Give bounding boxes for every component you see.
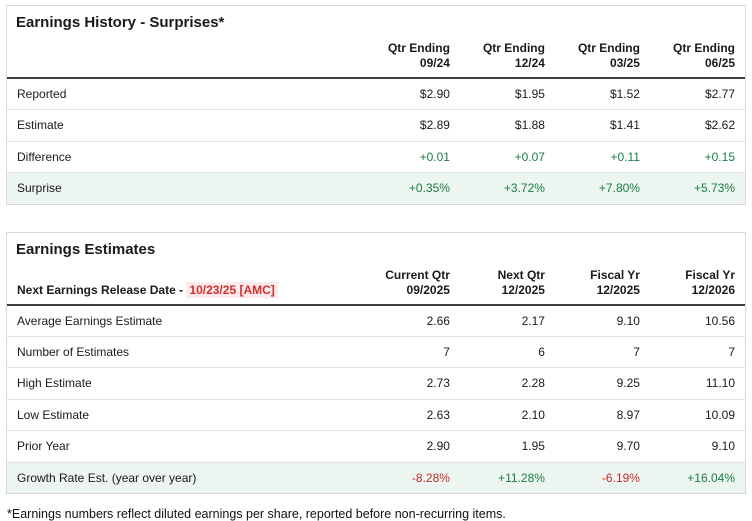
- table-row-prior-year: Prior Year 2.90 1.95 9.70 9.10: [7, 430, 745, 463]
- cell-value: $1.88: [459, 109, 555, 142]
- cell-value: $1.95: [514, 87, 545, 101]
- cell-value: 9.70: [554, 430, 650, 463]
- table-row-low-estimate: Low Estimate 2.63 2.10 8.97 10.09: [7, 398, 745, 431]
- cell-value: +0.11: [554, 140, 650, 173]
- cell-value: 2.10: [459, 398, 555, 431]
- table-row-growth-rate-est: Growth Rate Est. (year over year) -8.28%…: [7, 461, 745, 493]
- earnings-estimates-table: Next Earnings Release Date - 10/23/25 [A…: [7, 264, 745, 493]
- table-header-row: Next Earnings Release Date - 10/23/25 [A…: [7, 264, 745, 306]
- cell-value: $2.62: [649, 109, 745, 142]
- cell-value: 9.10: [616, 313, 640, 328]
- table-row-reported: Reported $2.90 $1.95 $1.52 $2.77: [7, 78, 745, 110]
- cell-value: $1.41: [554, 109, 650, 142]
- cell-value: 6: [459, 335, 555, 368]
- cell-value: $2.89: [364, 109, 460, 142]
- earnings-history-title: Earnings History - Surprises*: [16, 14, 225, 31]
- cell-value: 2.66: [426, 313, 450, 328]
- row-label: Number of Estimates: [7, 335, 365, 368]
- column-header-qtr-1224: Qtr Ending 12/24: [459, 38, 555, 79]
- cell-value: $2.77: [704, 87, 735, 101]
- cell-value: +0.07: [459, 140, 555, 173]
- earnings-history-table: Qtr Ending 09/24 Qtr Ending 12/24 Qtr En…: [7, 38, 745, 204]
- earnings-history-section: Earnings History - Surprises* Qtr Ending…: [6, 5, 746, 205]
- cell-value: $2.90: [419, 87, 450, 101]
- cell-value: 7: [364, 335, 460, 368]
- row-label: Surprise: [7, 172, 365, 204]
- row-label: High Estimate: [7, 367, 365, 400]
- cell-value: 9.10: [649, 430, 745, 463]
- row-label: Difference: [7, 140, 365, 173]
- cell-value: +0.01: [364, 140, 460, 173]
- row-label: Prior Year: [7, 430, 365, 463]
- table-header-row: Qtr Ending 09/24 Qtr Ending 12/24 Qtr En…: [7, 38, 745, 79]
- cell-value: 2.28: [459, 367, 555, 400]
- row-label: Low Estimate: [7, 398, 365, 431]
- cell-value: +0.15: [649, 140, 745, 173]
- section-spacer: [6, 205, 746, 232]
- cell-value: 2.73: [364, 367, 460, 400]
- cell-value: 11.10: [649, 367, 745, 400]
- table-row-surprise: Surprise +0.35% +3.72% +7.80% +5.73%: [7, 172, 745, 204]
- cell-value: +3.72%: [459, 172, 555, 204]
- column-header-fiscal-yr-2025: Fiscal Yr 12/2025: [554, 264, 650, 306]
- cell-value: 7: [554, 335, 650, 368]
- next-earnings-release-date: 10/23/25 [AMC]: [186, 281, 278, 298]
- earnings-page: Earnings History - Surprises* Qtr Ending…: [6, 5, 746, 521]
- table-row-estimate: Estimate $2.89 $1.88 $1.41 $2.62: [7, 109, 745, 142]
- next-earnings-release-cell: Next Earnings Release Date - 10/23/25 [A…: [7, 264, 365, 306]
- table-row-high-estimate: High Estimate 2.73 2.28 9.25 11.10: [7, 367, 745, 400]
- row-label: Reported: [17, 87, 67, 101]
- row-label: Average Earnings Estimate: [17, 313, 163, 328]
- column-header-qtr-0625: Qtr Ending 06/25: [649, 38, 745, 79]
- earnings-estimates-section: Earnings Estimates Next Earnings Release…: [6, 231, 746, 494]
- cell-value: 2.90: [364, 430, 460, 463]
- cell-value: 10.56: [704, 313, 735, 328]
- cell-value: +0.35%: [364, 172, 460, 204]
- column-header-current-qtr: Current Qtr 09/2025: [364, 264, 460, 306]
- column-header-qtr-0325: Qtr Ending 03/25: [554, 38, 650, 79]
- cell-value: 7: [649, 335, 745, 368]
- cell-value: 10.09: [649, 398, 745, 431]
- cell-value: +7.80%: [554, 172, 650, 204]
- empty-header-cell: [7, 38, 365, 79]
- earnings-estimates-title: Earnings Estimates: [16, 240, 156, 258]
- cell-value: +16.04%: [649, 461, 745, 493]
- next-earnings-release-label: Next Earnings Release Date -: [17, 282, 187, 297]
- table-row-average-earnings-estimate: Average Earnings Estimate 2.66 2.17 9.10…: [7, 305, 745, 337]
- table-row-difference: Difference +0.01 +0.07 +0.11 +0.15: [7, 140, 745, 173]
- cell-value: -6.19%: [554, 461, 650, 493]
- cell-value: 8.97: [554, 398, 650, 431]
- cell-value: +5.73%: [649, 172, 745, 204]
- cell-value: 1.95: [459, 430, 555, 463]
- column-header-fiscal-yr-2026: Fiscal Yr 12/2026: [649, 264, 745, 306]
- cell-value: -8.28%: [364, 461, 460, 493]
- cell-value: $1.52: [609, 87, 640, 101]
- row-label: Estimate: [7, 109, 365, 142]
- earnings-footnote: *Earnings numbers reflect diluted earnin…: [7, 506, 506, 521]
- column-header-next-qtr: Next Qtr 12/2025: [459, 264, 555, 306]
- cell-value: 2.17: [521, 313, 545, 328]
- table-row-number-of-estimates: Number of Estimates 7 6 7 7: [7, 335, 745, 368]
- column-header-qtr-0924: Qtr Ending 09/24: [364, 38, 460, 79]
- row-label: Growth Rate Est. (year over year): [7, 461, 365, 493]
- cell-value: 2.63: [364, 398, 460, 431]
- cell-value: 9.25: [554, 367, 650, 400]
- cell-value: +11.28%: [459, 461, 555, 493]
